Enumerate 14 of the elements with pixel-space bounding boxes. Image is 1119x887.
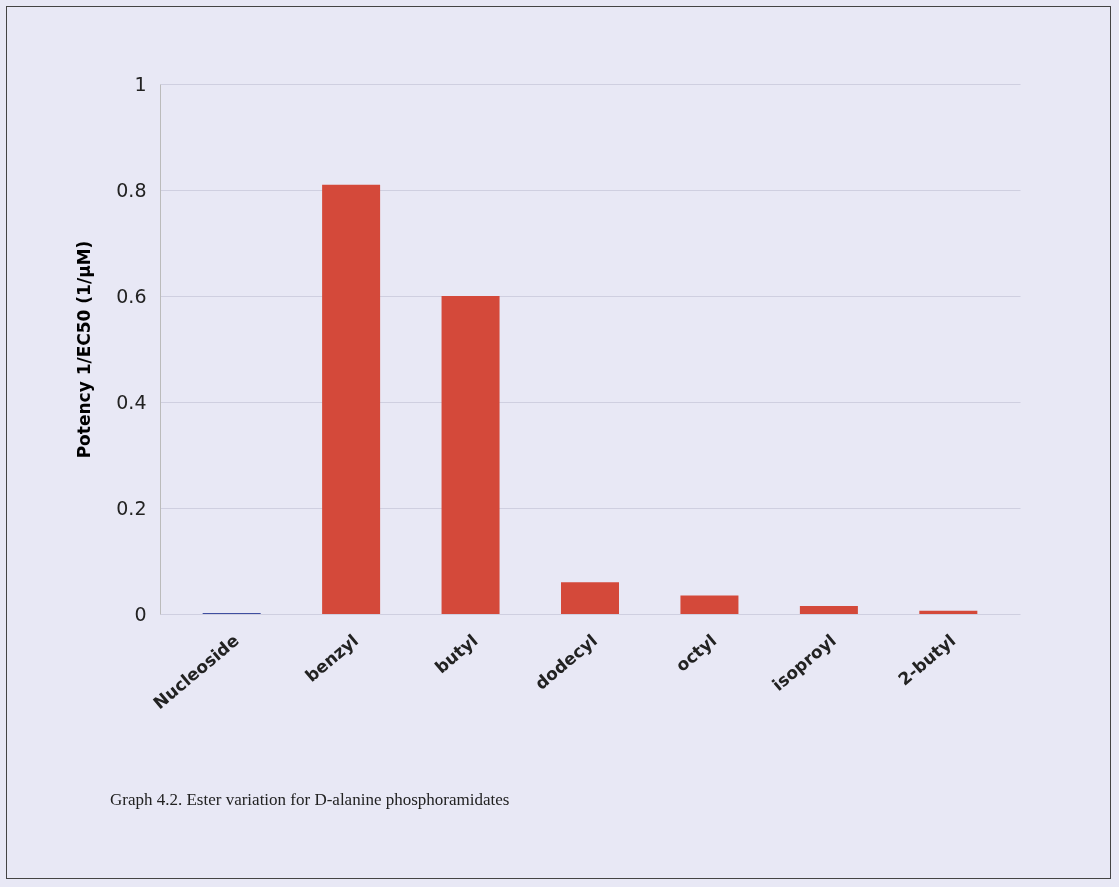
y-tick-label: 0 — [134, 602, 147, 625]
bar — [441, 296, 500, 614]
bar — [799, 606, 858, 614]
bar — [322, 184, 381, 614]
bar — [919, 610, 978, 614]
y-tick-label: 0.4 — [116, 390, 147, 413]
y-tick-label: 0.2 — [116, 496, 147, 519]
bar — [561, 582, 619, 614]
caption: Graph 4.2. Ester variation for D-alanine phosphoramidates — [110, 790, 510, 810]
y-axis-title: Potency 1/EC50 (1/µM) — [74, 240, 95, 459]
y-tick-label: 1 — [134, 72, 147, 95]
y-tick-label: 0.8 — [116, 178, 147, 201]
y-tick-label: 0.6 — [116, 284, 147, 307]
bar — [680, 595, 739, 614]
